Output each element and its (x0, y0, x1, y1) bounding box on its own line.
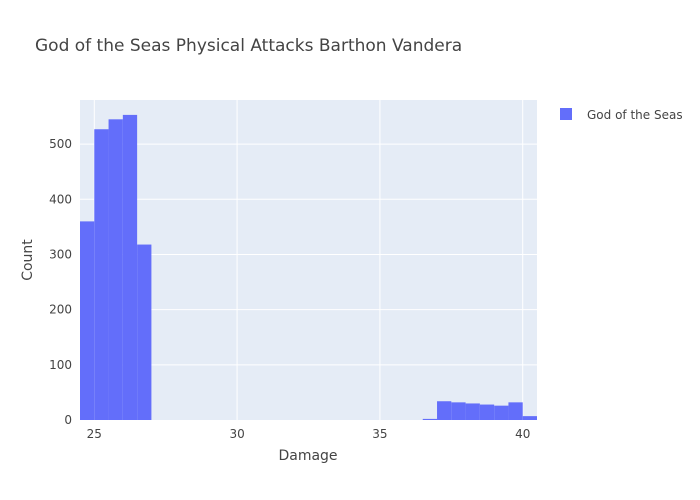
histogram-bar[interactable] (522, 416, 537, 420)
histogram-bar[interactable] (422, 418, 438, 420)
x-axis-ticks: 25 30 35 40 (87, 427, 531, 441)
bars[interactable] (80, 114, 537, 421)
histogram-bar[interactable] (122, 114, 138, 421)
legend[interactable]: God of the Seas (560, 108, 683, 122)
histogram-bar[interactable] (465, 403, 480, 420)
histogram-bar[interactable] (508, 402, 523, 420)
legend-swatch[interactable] (560, 108, 572, 120)
plot-area (80, 100, 537, 420)
histogram-bar[interactable] (479, 404, 495, 420)
histogram-bar[interactable] (451, 402, 466, 420)
histogram-bar[interactable] (108, 119, 123, 420)
chart-title: God of the Seas Physical Attacks Barthon… (35, 36, 462, 56)
histogram-bar[interactable] (494, 405, 509, 420)
y-tick-label: 200 (49, 303, 72, 317)
histogram-bar[interactable] (137, 244, 152, 420)
y-tick-label: 400 (49, 192, 72, 206)
y-axis-title: Count (20, 239, 36, 281)
y-tick-label: 100 (49, 358, 72, 372)
x-tick-label: 35 (372, 427, 387, 441)
x-tick-label: 40 (515, 427, 530, 441)
histogram-bar[interactable] (94, 129, 109, 420)
y-tick-label: 300 (49, 247, 72, 261)
x-tick-label: 30 (229, 427, 244, 441)
histogram-bar[interactable] (80, 221, 95, 420)
y-axis-ticks: 0 100 200 300 400 500 (49, 137, 72, 427)
x-tick-label: 25 (87, 427, 102, 441)
histogram-bar[interactable] (437, 401, 452, 420)
y-tick-label: 0 (64, 413, 72, 427)
y-tick-label: 500 (49, 137, 72, 151)
x-axis-title: Damage (278, 448, 337, 464)
legend-label[interactable]: God of the Seas (587, 108, 683, 122)
